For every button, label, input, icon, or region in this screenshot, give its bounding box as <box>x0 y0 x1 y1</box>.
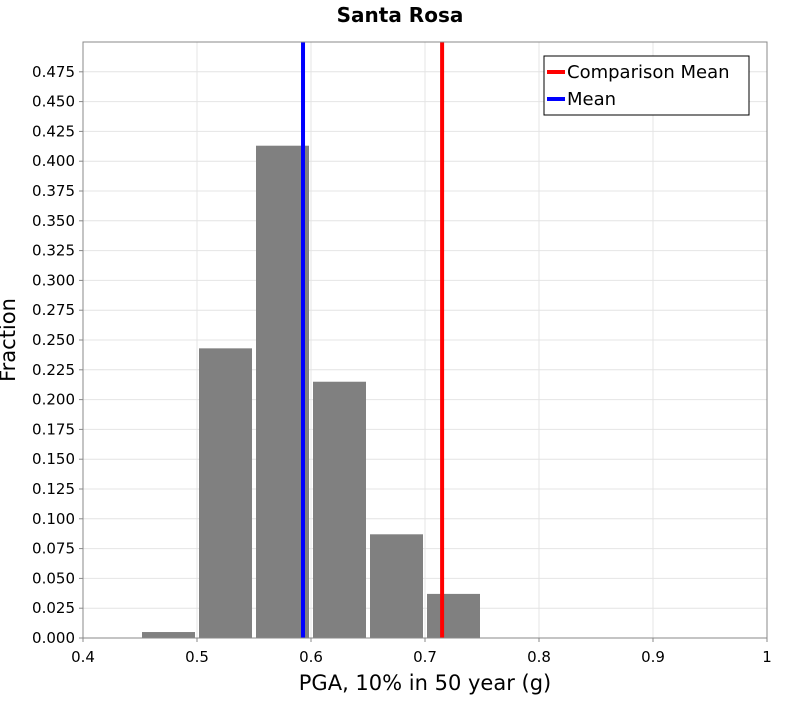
x-axis-label: PGA, 10% in 50 year (g) <box>299 671 551 695</box>
x-tick-label: 0.4 <box>71 648 95 666</box>
legend-label-comparison-mean: Comparison Mean <box>567 62 730 83</box>
legend-label-mean: Mean <box>567 89 616 110</box>
x-axis-ticks: 0.4 0.5 0.6 0.7 0.8 0.9 1 <box>71 638 772 666</box>
y-tick-label: 0.275 <box>32 301 75 319</box>
y-tick-label: 0.050 <box>32 569 75 587</box>
y-tick-label: 0.350 <box>32 212 75 230</box>
histogram-bar <box>142 632 195 638</box>
y-axis-ticks: 0.000 0.025 0.050 0.075 0.100 0.125 0.150 0.175… <box>32 63 83 647</box>
y-tick-label: 0.125 <box>32 480 75 498</box>
histogram-bar <box>199 348 252 638</box>
y-tick-label: 0.325 <box>32 242 75 260</box>
y-tick-label: 0.025 <box>32 599 75 617</box>
y-tick-label: 0.375 <box>32 182 75 200</box>
y-tick-label: 0.400 <box>32 152 75 170</box>
x-tick-label: 0.9 <box>641 648 665 666</box>
y-tick-label: 0.000 <box>32 629 75 647</box>
x-tick-label: 0.6 <box>299 648 323 666</box>
y-tick-label: 0.175 <box>32 420 75 438</box>
y-tick-label: 0.150 <box>32 450 75 468</box>
histogram-bar <box>313 381 366 638</box>
y-tick-label: 0.475 <box>32 63 75 81</box>
y-tick-label: 0.200 <box>32 391 75 409</box>
y-tick-label: 0.100 <box>32 510 75 528</box>
histogram-bar <box>427 593 480 638</box>
y-tick-label: 0.075 <box>32 540 75 558</box>
y-tick-label: 0.425 <box>32 122 75 140</box>
y-tick-label: 0.300 <box>32 271 75 289</box>
legend-box <box>543 55 750 116</box>
y-axis-label: Fraction <box>0 298 20 382</box>
x-tick-label: 0.7 <box>413 648 437 666</box>
histogram-bar <box>256 145 309 639</box>
histogram-bar <box>370 534 423 638</box>
x-tick-label: 0.5 <box>185 648 209 666</box>
y-tick-label: 0.250 <box>32 331 75 349</box>
legend: Comparison Mean Mean <box>543 55 750 116</box>
y-tick-label: 0.450 <box>32 93 75 111</box>
x-tick-label: 0.8 <box>527 648 551 666</box>
grid-lines <box>82 42 768 639</box>
x-tick-label: 1 <box>762 648 772 666</box>
histogram-bars <box>142 145 480 639</box>
mean-lines <box>301 42 445 638</box>
y-tick-label: 0.225 <box>32 361 75 379</box>
chart-title: Santa Rosa <box>337 3 464 27</box>
